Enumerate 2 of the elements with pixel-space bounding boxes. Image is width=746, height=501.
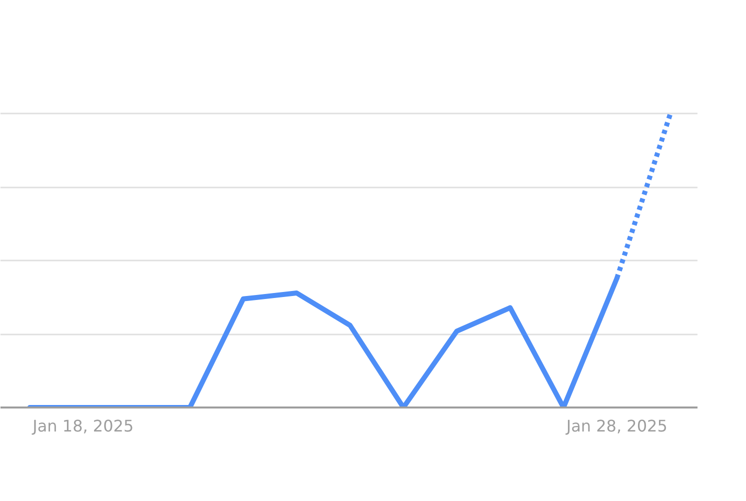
x-tick-label: Jan 28, 2025 (565, 416, 668, 436)
x-tick-label: Jan 18, 2025 (32, 416, 134, 436)
